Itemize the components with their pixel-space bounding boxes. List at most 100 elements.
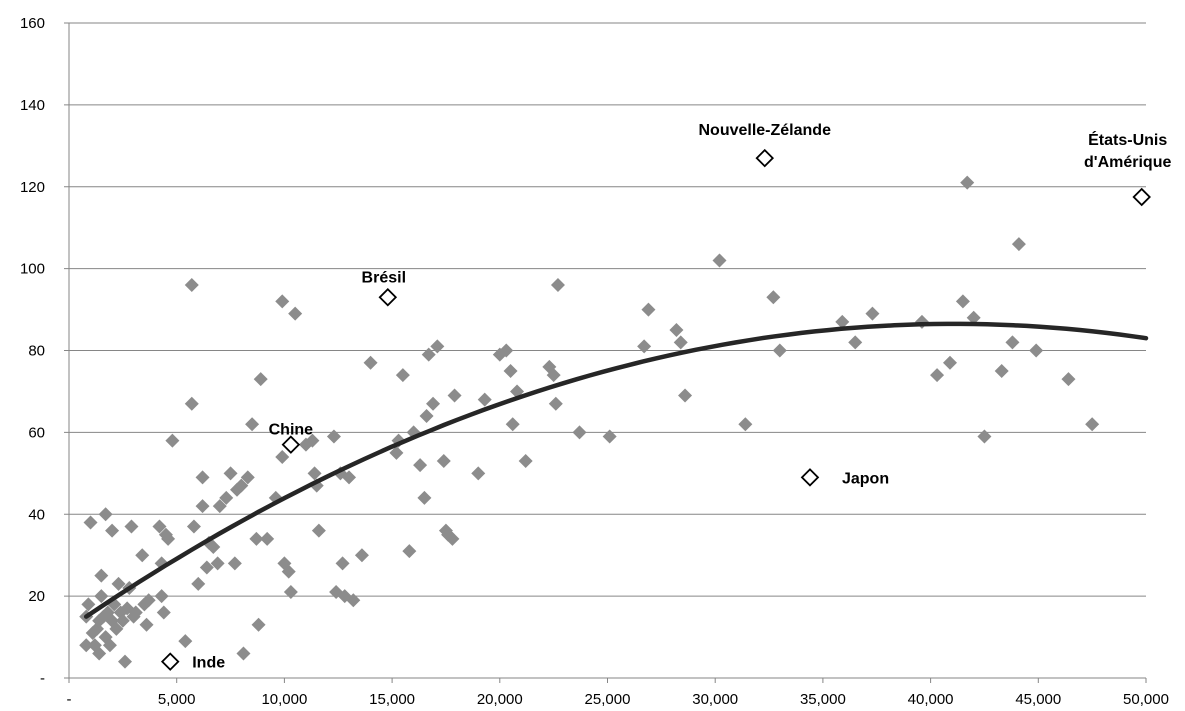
data-point [1061, 372, 1076, 387]
data-point [994, 363, 1009, 378]
data-point [118, 654, 133, 669]
axes [64, 22, 1147, 683]
data-point [346, 593, 361, 608]
data-point [436, 454, 451, 469]
y-tick-label: 120 [20, 179, 45, 196]
data-point [835, 314, 850, 329]
data-point [395, 368, 410, 383]
gridlines [69, 22, 1146, 597]
data-point [223, 466, 238, 481]
point-label: États-Unis d'Amérique [1084, 130, 1171, 171]
data-point [186, 519, 201, 534]
data-point [1029, 343, 1044, 358]
data-point [572, 425, 587, 440]
data-point [288, 306, 303, 321]
x-tick-label: 50,000 [1123, 691, 1169, 708]
data-point [477, 392, 492, 407]
y-tick-label: 100 [20, 261, 45, 278]
data-point [955, 294, 970, 309]
data-point [445, 531, 460, 546]
y-tick-label: 140 [20, 97, 45, 114]
data-point [430, 339, 445, 354]
data-point [914, 314, 929, 329]
x-tick-label: 10,000 [261, 691, 307, 708]
data-point [94, 589, 109, 604]
x-tick-label: 20,000 [477, 691, 523, 708]
x-tick-label: 25,000 [585, 691, 631, 708]
data-point [124, 519, 139, 534]
data-point [305, 433, 320, 448]
data-point [977, 429, 992, 444]
data-point [342, 470, 357, 485]
data-point [275, 294, 290, 309]
data-point [154, 589, 169, 604]
data-point [389, 445, 404, 460]
x-tick-label: 5,000 [158, 691, 196, 708]
data-point [518, 454, 533, 469]
data-point [499, 343, 514, 358]
highlight-point [800, 468, 820, 487]
data-point [184, 396, 199, 411]
data-point [212, 499, 227, 514]
data-point [548, 396, 563, 411]
highlight-point [378, 288, 398, 307]
highlighted-points: Inde Chine Brésil Nouvelle-Zélande Japon État… [160, 122, 1171, 672]
data-point [234, 478, 249, 493]
data-point [165, 433, 180, 448]
data-point [942, 355, 957, 370]
y-tick-label: 80 [28, 343, 45, 360]
y-tick-label: 160 [20, 15, 45, 32]
point-label: Nouvelle-Zélande [698, 122, 831, 139]
data-point [966, 310, 981, 325]
data-point [79, 638, 94, 653]
data-point [402, 544, 417, 559]
data-point [251, 617, 266, 632]
data-point [766, 290, 781, 305]
x-tick-label: 45,000 [1015, 691, 1061, 708]
data-point [848, 335, 863, 350]
data-point [195, 499, 210, 514]
data-point [417, 490, 432, 505]
data-point [178, 634, 193, 649]
trendline [83, 321, 1149, 619]
data-point [447, 388, 462, 403]
data-point [335, 556, 350, 571]
data-point [92, 646, 107, 661]
data-point [156, 605, 171, 620]
data-point [260, 531, 275, 546]
data-point [210, 556, 225, 571]
data-point [419, 409, 434, 423]
data-point [98, 507, 113, 522]
data-point [1085, 417, 1100, 432]
data-point [637, 339, 652, 354]
data-point [81, 597, 96, 612]
y-tick-label: 60 [28, 424, 45, 441]
data-point [772, 343, 787, 358]
x-tick-label: - [67, 691, 72, 708]
data-point [673, 335, 688, 350]
y-tick-label: - [40, 670, 45, 687]
data-point [191, 576, 206, 591]
data-point [421, 347, 436, 362]
y-tick-label: 20 [28, 588, 45, 605]
data-point [738, 417, 753, 432]
data-point [307, 466, 322, 481]
highlight-point [160, 652, 180, 671]
x-tick-label: 35,000 [800, 691, 846, 708]
data-point [135, 548, 150, 563]
data-point [1011, 237, 1026, 252]
data-point [227, 556, 242, 571]
y-tick-label: 40 [28, 506, 45, 523]
data-point [426, 396, 441, 411]
data-point [678, 388, 693, 403]
data-point [249, 531, 264, 546]
data-point [930, 368, 945, 383]
data-point [550, 278, 565, 292]
data-point [1005, 335, 1020, 350]
data-point [363, 355, 378, 370]
data-point [184, 278, 199, 292]
data-point [311, 523, 326, 538]
data-point [865, 306, 880, 321]
data-point [669, 323, 684, 338]
